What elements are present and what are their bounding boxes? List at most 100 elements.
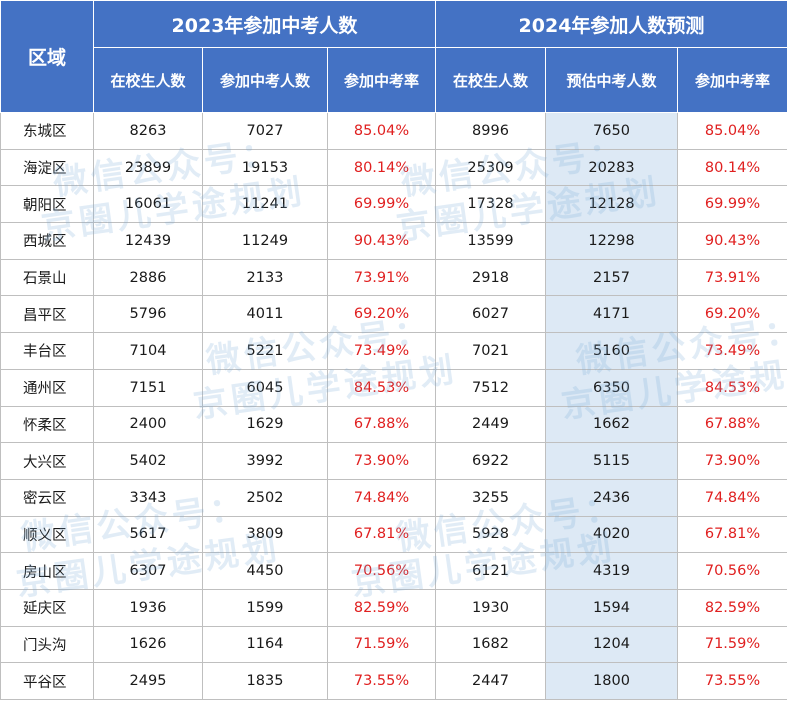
examinees-2024-cell: 4319 [545, 552, 678, 590]
col-header-students-2024: 在校生人数 [435, 47, 546, 113]
examinees-2023-cell: 1599 [202, 588, 328, 627]
students-2023-cell: 12439 [93, 222, 203, 260]
col-header-rate-2024: 参加中考率 [677, 47, 787, 113]
examinees-2023-cell: 11249 [202, 222, 328, 260]
students-2024-cell: 7021 [435, 332, 546, 370]
rate-2023-cell: 69.20% [327, 295, 436, 334]
region-column-header: 区域 [0, 0, 94, 113]
examinees-2023-cell: 1835 [202, 662, 328, 700]
students-2023-cell: 2400 [93, 405, 203, 444]
region-cell: 房山区 [0, 552, 94, 590]
examinees-2024-cell: 5160 [545, 332, 678, 370]
examinees-2024-cell: 20283 [545, 148, 678, 187]
examinees-2024-cell: 1204 [545, 625, 678, 664]
rate-2024-cell: 73.90% [677, 442, 787, 480]
region-cell: 海淀区 [0, 148, 94, 187]
students-2024-cell: 7512 [435, 368, 546, 407]
rate-2023-cell: 73.90% [327, 442, 436, 480]
rate-2024-cell: 73.49% [677, 332, 787, 370]
students-2024-cell: 8996 [435, 112, 546, 150]
rate-2023-cell: 73.91% [327, 258, 436, 297]
rate-2024-cell: 73.91% [677, 258, 787, 297]
rate-2023-cell: 71.59% [327, 625, 436, 664]
rate-2024-cell: 71.59% [677, 625, 787, 664]
region-cell: 密云区 [0, 478, 94, 517]
students-2023-cell: 3343 [93, 478, 203, 517]
examinees-2023-cell: 6045 [202, 368, 328, 407]
table-row: 西城区 12439 11249 90.43% 13599 12298 90.43% [0, 222, 787, 260]
students-2024-cell: 6027 [435, 295, 546, 334]
region-cell: 西城区 [0, 222, 94, 260]
examinees-2023-cell: 1629 [202, 405, 328, 444]
table-row: 朝阳区 16061 11241 69.99% 17328 12128 69.99% [0, 185, 787, 224]
examinees-2024-cell: 7650 [545, 112, 678, 150]
examinees-2023-cell: 7027 [202, 112, 328, 150]
table-row: 延庆区 1936 1599 82.59% 1930 1594 82.59% [0, 588, 787, 627]
region-cell: 平谷区 [0, 662, 94, 700]
table-header: 区域 2023年参加中考人数 2024年参加人数预测 在校生人数 参加中考人数 … [0, 0, 787, 113]
rate-2024-cell: 82.59% [677, 588, 787, 627]
students-2023-cell: 16061 [93, 185, 203, 224]
rate-2024-cell: 80.14% [677, 148, 787, 187]
rate-2023-cell: 82.59% [327, 588, 436, 627]
examinees-2023-cell: 11241 [202, 185, 328, 224]
examinees-2023-cell: 3992 [202, 442, 328, 480]
students-2024-cell: 1930 [435, 588, 546, 627]
examinees-2024-cell: 2157 [545, 258, 678, 297]
examinees-2024-cell: 6350 [545, 368, 678, 407]
region-cell: 通州区 [0, 368, 94, 407]
students-2023-cell: 2495 [93, 662, 203, 700]
students-2023-cell: 5617 [93, 515, 203, 554]
rate-2023-cell: 69.99% [327, 185, 436, 224]
examinees-2023-cell: 4450 [202, 552, 328, 590]
examinees-2023-cell: 19153 [202, 148, 328, 187]
rate-2024-cell: 90.43% [677, 222, 787, 260]
rate-2023-cell: 90.43% [327, 222, 436, 260]
region-cell: 怀柔区 [0, 405, 94, 444]
region-cell: 丰台区 [0, 332, 94, 370]
group-header-2023: 2023年参加中考人数 [93, 0, 436, 48]
region-cell: 东城区 [0, 112, 94, 150]
examinees-2024-cell: 5115 [545, 442, 678, 480]
table-body: 东城区 8263 7027 85.04% 8996 7650 85.04% 海淀区 23899 1… [0, 112, 787, 700]
students-2024-cell: 2449 [435, 405, 546, 444]
rate-2023-cell: 80.14% [327, 148, 436, 187]
students-2024-cell: 17328 [435, 185, 546, 224]
table-row: 大兴区 5402 3992 73.90% 6922 5115 73.90% [0, 442, 787, 480]
examinees-2024-cell: 12128 [545, 185, 678, 224]
table-row: 房山区 6307 4450 70.56% 6121 4319 70.56% [0, 552, 787, 590]
students-2024-cell: 6121 [435, 552, 546, 590]
students-2023-cell: 1936 [93, 588, 203, 627]
examinees-2024-cell: 1662 [545, 405, 678, 444]
rate-2024-cell: 84.53% [677, 368, 787, 407]
examinees-2023-cell: 2133 [202, 258, 328, 297]
table-row: 海淀区 23899 19153 80.14% 25309 20283 80.14% [0, 148, 787, 187]
rate-2024-cell: 69.99% [677, 185, 787, 224]
examinees-2023-cell: 1164 [202, 625, 328, 664]
students-2023-cell: 5796 [93, 295, 203, 334]
students-2024-cell: 2447 [435, 662, 546, 700]
rate-2023-cell: 85.04% [327, 112, 436, 150]
rate-2023-cell: 84.53% [327, 368, 436, 407]
rate-2024-cell: 69.20% [677, 295, 787, 334]
col-header-examinees-2024: 预估中考人数 [545, 47, 678, 113]
examinees-2024-cell: 12298 [545, 222, 678, 260]
region-cell: 顺义区 [0, 515, 94, 554]
col-header-examinees-2023: 参加中考人数 [202, 47, 328, 113]
examinees-2023-cell: 4011 [202, 295, 328, 334]
examinees-2023-cell: 3809 [202, 515, 328, 554]
students-2024-cell: 13599 [435, 222, 546, 260]
rate-2023-cell: 67.88% [327, 405, 436, 444]
rate-2023-cell: 73.49% [327, 332, 436, 370]
table-row: 平谷区 2495 1835 73.55% 2447 1800 73.55% [0, 662, 787, 700]
region-cell: 昌平区 [0, 295, 94, 334]
examinees-2023-cell: 2502 [202, 478, 328, 517]
students-2023-cell: 8263 [93, 112, 203, 150]
region-cell: 门头沟 [0, 625, 94, 664]
examinees-2024-cell: 1594 [545, 588, 678, 627]
rate-2023-cell: 67.81% [327, 515, 436, 554]
students-2023-cell: 2886 [93, 258, 203, 297]
students-2024-cell: 2918 [435, 258, 546, 297]
